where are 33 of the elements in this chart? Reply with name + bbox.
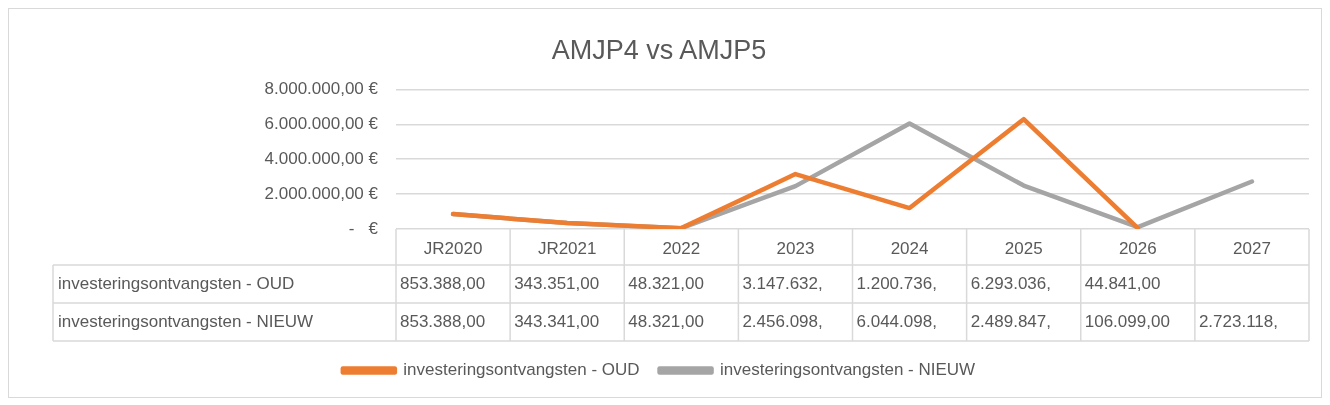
data-label: 48.321,00: [628, 311, 704, 331]
x-tick-label: 2022: [662, 238, 701, 258]
data-label: 3.147.632,: [742, 273, 823, 293]
x-tick-label: 2023: [776, 238, 815, 258]
y-tick-label: 8.000.000,00 €: [264, 79, 379, 99]
data-label: 6.293.036,: [970, 273, 1051, 293]
y-tick-label: - €: [348, 218, 379, 238]
text: investeringsontvangsten - OUD: [58, 273, 295, 293]
text: investeringsontvangsten - NIEUW: [58, 311, 314, 331]
data-label: 343.351,00: [514, 273, 600, 293]
data-label: 44.841,00: [1084, 273, 1161, 293]
data-label: 853.388,00: [400, 273, 486, 293]
data-label: 853.388,00: [400, 311, 486, 331]
data-label: 1.200.736,: [856, 273, 937, 293]
y-tick-label: 4.000.000,00 €: [264, 148, 379, 168]
x-tick-label: 2026: [1118, 238, 1157, 258]
y-tick-label: 2.000.000,00 €: [264, 183, 379, 203]
legend-label: investeringsontvangsten - OUD: [403, 360, 640, 380]
data-label: 106.099,00: [1084, 311, 1170, 331]
chart-title: AMJP4 vs AMJP5: [551, 34, 767, 65]
data-label: 2.456.098,: [742, 311, 823, 331]
data-label: 6.044.098,: [856, 311, 937, 331]
x-tick-label: JR2021: [537, 238, 597, 258]
data-label: 343.341,00: [514, 311, 600, 331]
x-tick-label: 2027: [1233, 238, 1271, 258]
x-tick-label: JR2020: [423, 238, 483, 258]
data-label: 2.723.118,: [1198, 311, 1278, 331]
data-label: 48.321,00: [628, 273, 704, 293]
x-tick-label: 2025: [1004, 238, 1043, 258]
y-tick-label: 6.000.000,00 €: [264, 113, 379, 133]
data-label: 2.489.847,: [970, 311, 1051, 331]
x-tick-label: 2024: [890, 238, 929, 258]
legend-label: investeringsontvangsten - NIEUW: [720, 360, 976, 380]
